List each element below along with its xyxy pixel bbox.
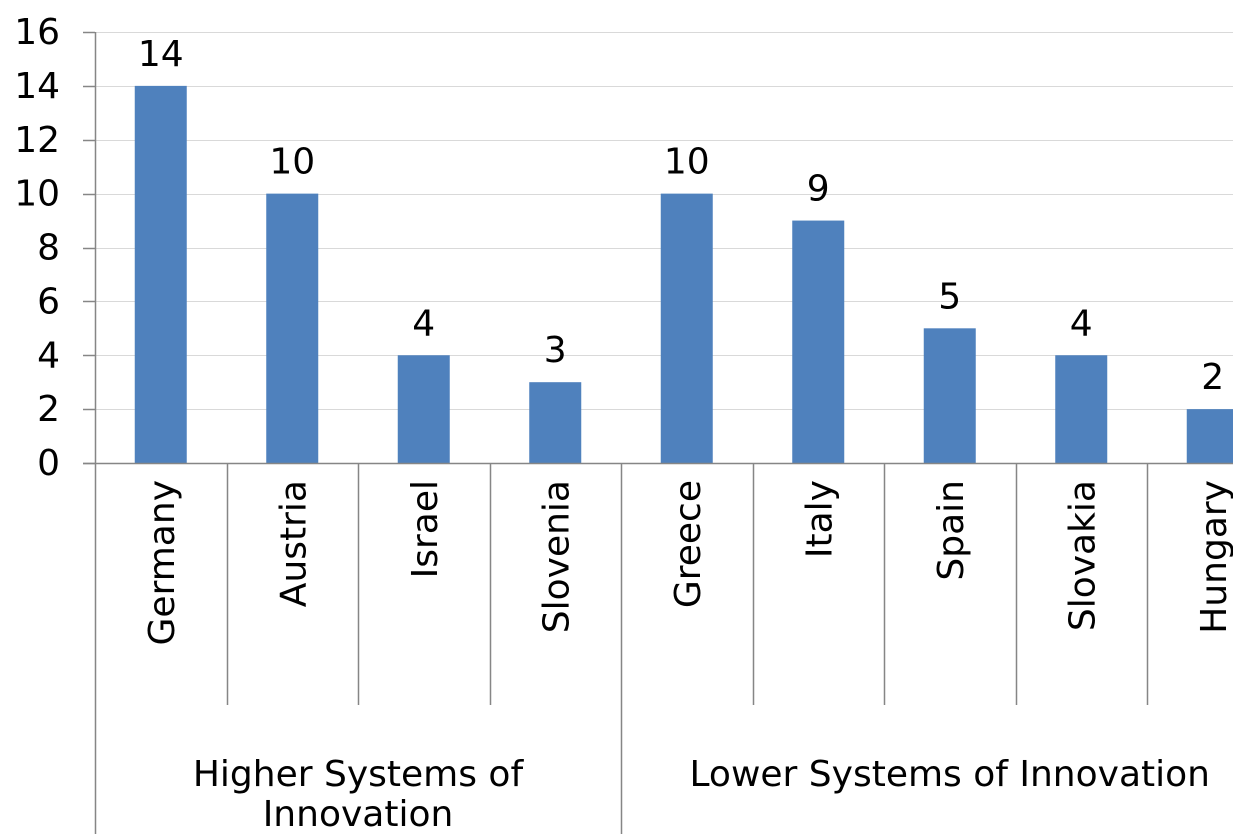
- bar: [134, 85, 187, 463]
- y-tick-label: 8: [37, 228, 60, 269]
- group-label-line: Lower Systems of Innovation: [690, 754, 1210, 795]
- group-label-line: Higher Systems of: [193, 754, 525, 795]
- bar: [1055, 355, 1108, 463]
- data-label: 4: [412, 303, 435, 344]
- bar: [266, 193, 319, 463]
- category-label: Hungary: [1194, 480, 1233, 634]
- bar: [792, 220, 845, 463]
- data-label: 14: [138, 34, 184, 75]
- y-tick-label: 2: [37, 389, 60, 430]
- data-label: 5: [938, 276, 961, 317]
- bar: [397, 355, 450, 463]
- group-labels: Higher Systems of Innovation Lower Systems…: [193, 754, 1210, 834]
- bars: [134, 85, 1233, 463]
- bar: [1186, 409, 1233, 463]
- data-labels: 14 10 4 3 10 9 5 4 2: [138, 34, 1224, 398]
- bar: [529, 382, 582, 463]
- category-label: Italy: [799, 480, 840, 558]
- group-label-line: Innovation: [263, 794, 454, 834]
- y-tick-label: 14: [14, 66, 60, 107]
- y-tick-label: 6: [37, 281, 60, 322]
- data-label: 4: [1070, 303, 1093, 344]
- category-label: Israel: [405, 480, 446, 578]
- category-label: Spain: [931, 480, 972, 581]
- y-tick-labels: 0 2 4 6 8 10 12 14 16: [14, 12, 60, 484]
- data-label: 10: [269, 142, 315, 183]
- category-label: Austria: [273, 480, 314, 607]
- bar: [923, 328, 976, 463]
- y-tick-label: 10: [14, 174, 60, 215]
- axes: [83, 31, 1233, 834]
- category-label: Germany: [142, 480, 183, 645]
- category-labels: Germany Austria Israel Slovenia Greece Italy S…: [142, 480, 1233, 645]
- data-label: 10: [664, 142, 710, 183]
- group-label: Higher Systems of Innovation: [193, 754, 525, 834]
- group-label: Lower Systems of Innovation: [690, 754, 1210, 795]
- category-label: Slovakia: [1062, 480, 1103, 631]
- y-tick-label: 16: [14, 12, 60, 53]
- data-label: 9: [807, 169, 830, 210]
- data-label: 2: [1201, 357, 1224, 398]
- y-tick-label: 0: [37, 443, 60, 484]
- category-label: Slovenia: [536, 480, 577, 633]
- data-label: 3: [544, 330, 567, 371]
- bar: [660, 193, 713, 463]
- category-label: Greece: [668, 480, 709, 608]
- y-tick-label: 4: [37, 335, 60, 376]
- y-tick-label: 12: [14, 120, 60, 161]
